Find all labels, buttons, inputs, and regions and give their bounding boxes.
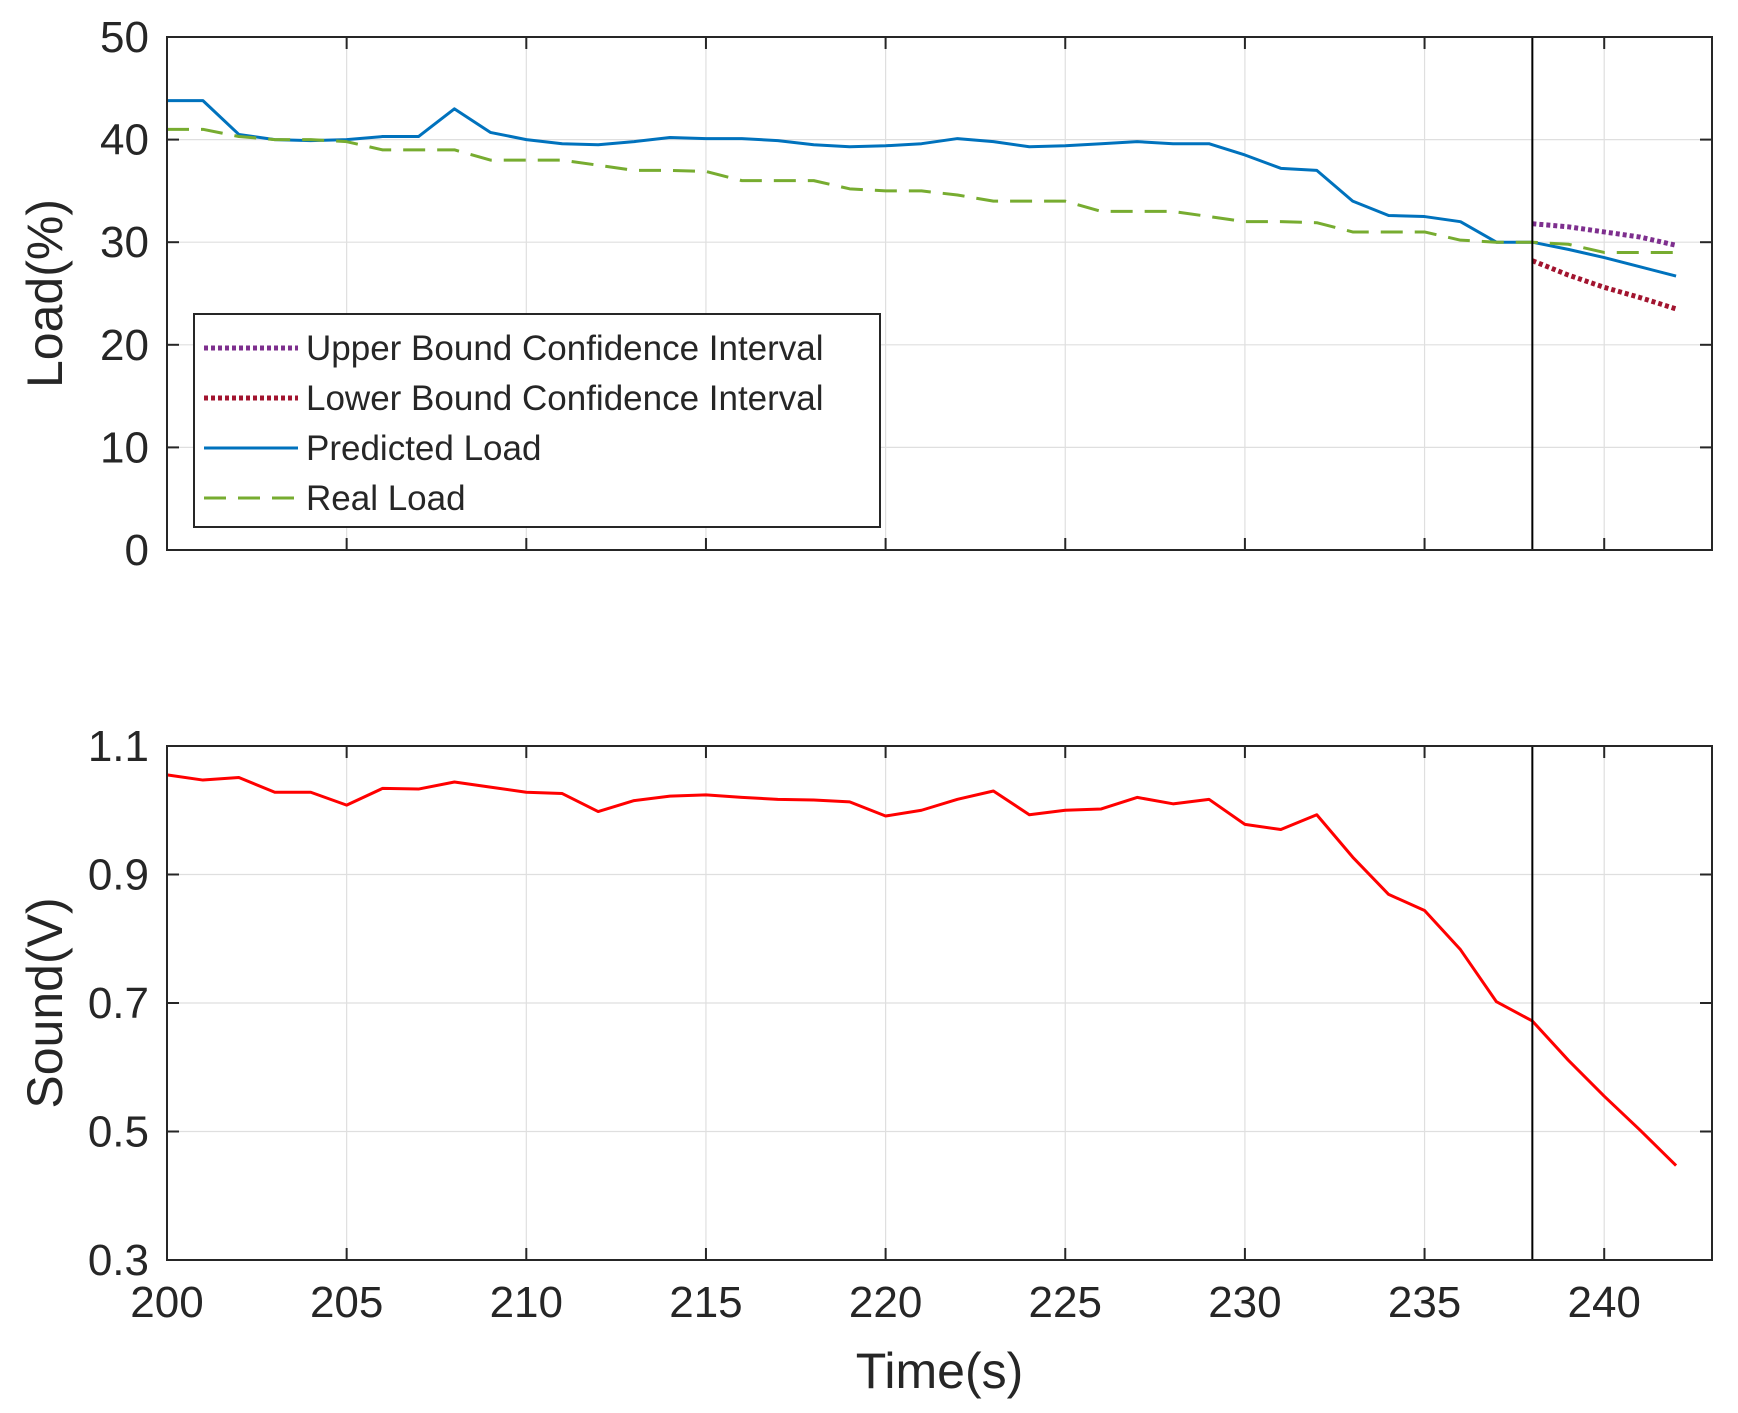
load-ytick-label: 30 (100, 218, 149, 267)
load-ytick-label: 50 (100, 13, 149, 62)
legend-label-predicted-load: Predicted Load (306, 429, 541, 468)
sound-xtick-label: 240 (1567, 1278, 1640, 1327)
sound-y-axis-label: Sound(V) (17, 897, 73, 1108)
sound-ytick-label: 0.5 (88, 1108, 149, 1157)
sound-ytick-label: 0.7 (88, 979, 149, 1028)
load-axis-box (166, 36, 1713, 551)
sound-xtick-label: 230 (1208, 1278, 1281, 1327)
sound-xtick-label: 235 (1388, 1278, 1461, 1327)
legend: Upper Bound Confidence Interval Lower Bou… (193, 313, 881, 528)
sound-xtick-label: 210 (490, 1278, 563, 1327)
sound-x-axis-label: Time(s) (856, 1343, 1024, 1399)
load-ytick-label: 10 (100, 423, 149, 472)
load-ytick-label: 0 (125, 526, 149, 575)
legend-label-lower-bound-confidence-interval: Lower Bound Confidence Interval (306, 379, 824, 418)
legend-label-upper-bound-confidence-interval: Upper Bound Confidence Interval (306, 329, 824, 368)
sound-xtick-label: 225 (1029, 1278, 1102, 1327)
sound-axes: 200 205 210 215 220 225 230 235 240 0.3 0.5 0.7 0.9 1… (17, 722, 1713, 1399)
load-axes: 0 10 20 30 40 50 Load(%) Upper Bound Confidence… (17, 13, 1713, 575)
sound-xtick-label: 205 (310, 1278, 383, 1327)
sound-ytick-label: 0.9 (88, 851, 149, 900)
sound-xtick-label: 200 (130, 1278, 203, 1327)
legend-label-real-load: Real Load (306, 479, 466, 518)
legend-box (193, 313, 881, 528)
load-series-predicted-load (167, 99, 1677, 278)
load-ytick-label: 20 (100, 321, 149, 370)
load-series-lower-bound-confidence-interval (1531, 258, 1677, 312)
load-series-real-load (167, 127, 1677, 254)
sound-ytick-label: 1.1 (88, 722, 149, 771)
sound-ytick-label: 0.3 (88, 1236, 149, 1285)
load-y-axis-label: Load(%) (17, 199, 73, 388)
sound-xtick-label: 215 (669, 1278, 742, 1327)
load-series-upper-bound-confidence-interval (1532, 221, 1677, 248)
sound-xtick-label: 220 (849, 1278, 922, 1327)
load-ytick-label: 40 (100, 116, 149, 165)
sound-series-line-0 (166, 773, 1678, 1167)
